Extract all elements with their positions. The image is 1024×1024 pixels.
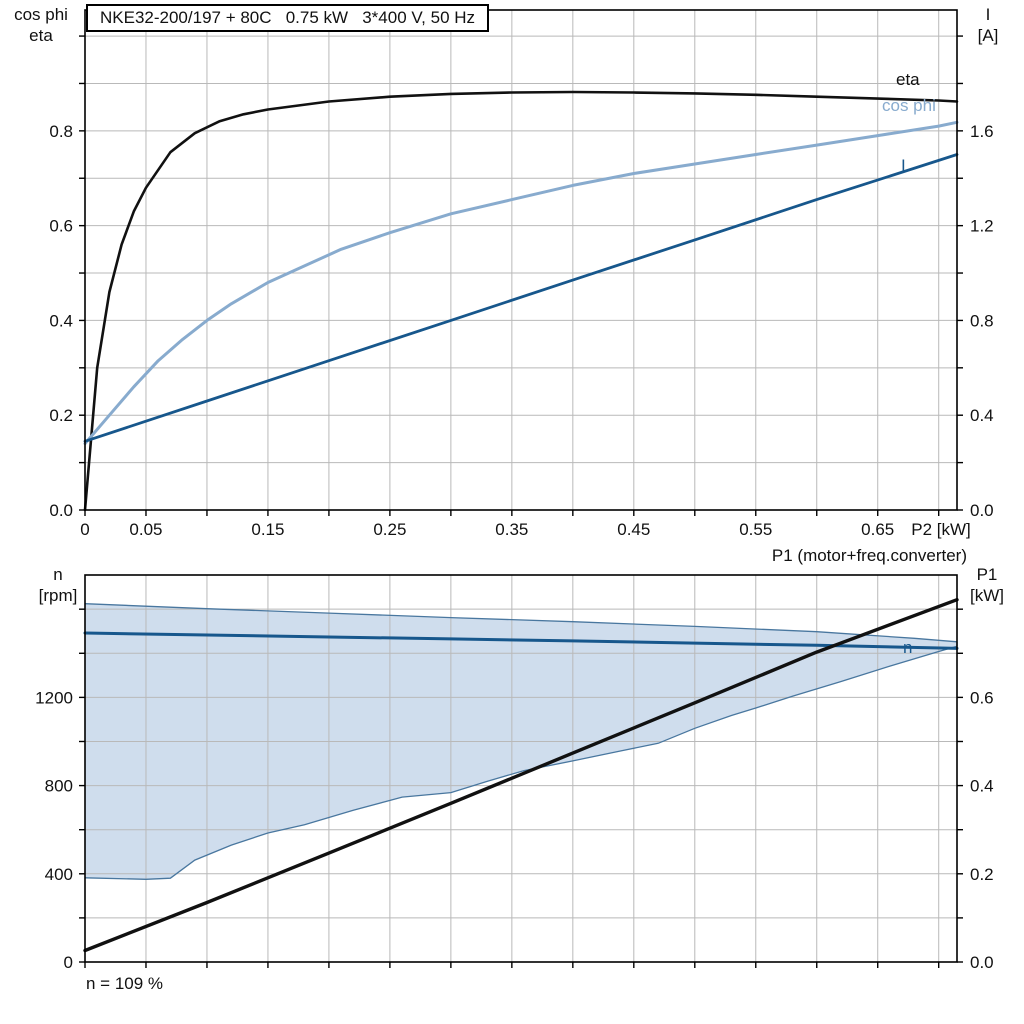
chart-panel-1: 0 400 800 1200 0.0 0.2 0.4 0.6 xyxy=(35,574,994,972)
x-tick-label: 0.65 xyxy=(861,520,894,539)
y-tick-label-right: 1.2 xyxy=(970,217,994,236)
x-tick-label: 0.35 xyxy=(495,520,528,539)
right-axis-title-line2: [A] xyxy=(977,26,999,45)
y-tick-label-left: 400 xyxy=(45,865,73,884)
curve-p1-motor-freq-converter- xyxy=(83,598,959,953)
x-tick-label: 0.25 xyxy=(373,520,406,539)
plot-border xyxy=(84,9,958,511)
right-axis-title-line2: [kW] xyxy=(970,586,1004,605)
left-axis-title-bottom-chart: n [rpm] xyxy=(24,564,92,606)
x-tick-label: 0 xyxy=(80,520,89,539)
current-curve-label: I xyxy=(901,156,906,175)
y-tick-label-left: 0.6 xyxy=(49,217,73,236)
y-tick-label-left: 800 xyxy=(45,777,73,796)
x-tick-label: 0.45 xyxy=(617,520,650,539)
y-tick-label-right: 0.8 xyxy=(970,311,994,330)
cos-phi-curve-label: cos phi xyxy=(882,96,936,115)
y-tick-label-left: 0.0 xyxy=(49,501,73,520)
x-axis-label: P2 [kW] xyxy=(911,520,971,539)
right-axis-title-bottom-chart: P1 [kW] xyxy=(956,564,1018,606)
chart-title: NKE32-200/197 + 80C 0.75 kW 3*400 V, 50 … xyxy=(86,4,490,32)
plot-border xyxy=(84,574,958,963)
y-tick-label-right: 0.2 xyxy=(970,865,994,884)
y-tick-label-left: 0.8 xyxy=(49,122,73,141)
speed-range-lower-border xyxy=(84,645,958,880)
y-tick-label-left: 0 xyxy=(64,953,73,972)
left-axis-title-top-chart: cos phi eta xyxy=(2,4,80,46)
x-tick-label: 0.05 xyxy=(129,520,162,539)
x-tick-label: 0.15 xyxy=(251,520,284,539)
right-axis-title-top-chart: I [A] xyxy=(958,4,1018,46)
y-tick-label-right: 0.4 xyxy=(970,406,994,425)
curve-eta xyxy=(83,90,959,512)
left-axis-title-line2: [rpm] xyxy=(38,586,78,605)
curve-cos-phi xyxy=(83,120,959,446)
left-axis-title-line1: cos phi xyxy=(14,5,68,24)
y-tick-label-right: 0.6 xyxy=(970,689,994,708)
y-tick-label-right: 0.0 xyxy=(970,501,994,520)
p1-curve-label: P1 (motor+freq.converter) xyxy=(771,546,967,565)
x-tick-label: 0.55 xyxy=(739,520,772,539)
speed-percentage-annotation: n = 109 % xyxy=(86,974,164,993)
chart-panel-0: 0 0.05 0.15 0.25 0.35 0.45 0.55 0.65 P2 [kW]0.00… xyxy=(49,9,994,539)
left-axis-title-line1: n xyxy=(53,565,63,584)
y-tick-label-right: 1.6 xyxy=(970,122,994,141)
y-tick-label-right: 0.0 xyxy=(970,953,994,972)
right-axis-title-line1: I xyxy=(985,5,991,24)
curve-n xyxy=(83,631,959,650)
right-axis-title-line1: P1 xyxy=(976,565,998,584)
speed-curve-label: n xyxy=(903,638,913,657)
eta-curve-label: eta xyxy=(896,70,920,89)
y-tick-label-left: 0.4 xyxy=(49,311,73,330)
left-axis-title-line2: eta xyxy=(29,26,53,45)
y-tick-label-left: 0.2 xyxy=(49,406,73,425)
y-tick-label-left: 1200 xyxy=(35,688,73,707)
speed-range-upper-border xyxy=(84,603,958,643)
curve-i xyxy=(83,153,959,443)
y-tick-label-right: 0.4 xyxy=(970,777,994,796)
